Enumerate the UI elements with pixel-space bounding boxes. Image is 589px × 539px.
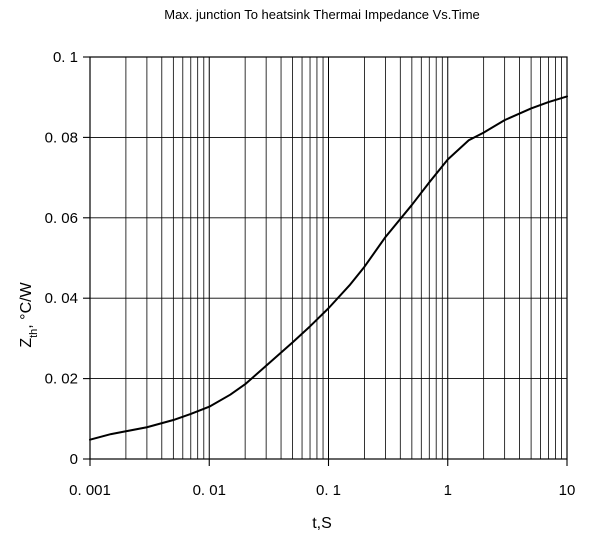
chart-title: Max. junction To heatsink Thermai Impeda… [164,7,480,22]
y-axis-label-main: Z [18,338,35,348]
y-tick-label: 0. 1 [53,49,78,66]
x-tick-label: 0. 01 [193,482,226,499]
y-tick-label: 0. 08 [45,129,78,146]
series-layer [89,95,568,441]
x-tick-label: 0. 1 [316,482,341,499]
y-axis-label-unit: , °C/W [18,281,35,328]
x-tick-label: 10 [559,482,576,499]
x-tick-labels: 0. 001 0. 01 0. 1 1 10 [69,459,575,499]
y-axis-label: Zth, °C/W [18,281,40,347]
y-tick-label: 0. 06 [45,210,78,227]
x-tick-label: 1 [444,482,452,499]
y-tick-label: 0. 02 [45,371,78,388]
y-tick-labels: 0 0. 02 0. 04 0. 06 0. 08 0. 1 [45,49,90,468]
series-line [89,95,568,441]
x-axis-label: t,S [312,515,332,532]
grid [90,57,567,459]
y-tick-label: 0. 04 [45,290,78,307]
y-tick-label: 0 [70,451,78,468]
y-axis-label-subscript: th [28,329,40,338]
x-tick-label: 0. 001 [69,482,111,499]
